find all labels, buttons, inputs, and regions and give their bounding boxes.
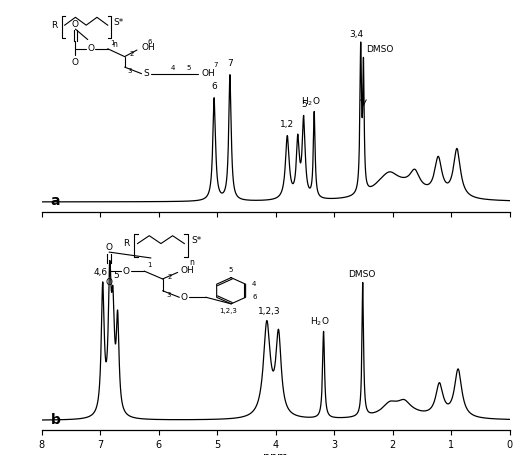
Text: 1,2: 1,2 — [280, 120, 294, 129]
Text: H$_2$O: H$_2$O — [301, 96, 320, 108]
Text: a: a — [50, 194, 60, 208]
Text: 7: 7 — [227, 59, 233, 68]
Text: 4,6: 4,6 — [93, 268, 108, 277]
Text: b: b — [50, 413, 60, 427]
Text: H$_2$O: H$_2$O — [310, 316, 330, 328]
Text: 6: 6 — [211, 82, 217, 91]
Text: 5: 5 — [301, 100, 307, 109]
Text: 1,2,3: 1,2,3 — [258, 307, 281, 316]
Text: DMSO: DMSO — [348, 270, 375, 279]
Text: DMSO: DMSO — [366, 46, 394, 55]
Text: 5: 5 — [113, 271, 119, 280]
X-axis label: ppm: ppm — [263, 452, 288, 455]
Text: 3,4: 3,4 — [349, 30, 363, 39]
